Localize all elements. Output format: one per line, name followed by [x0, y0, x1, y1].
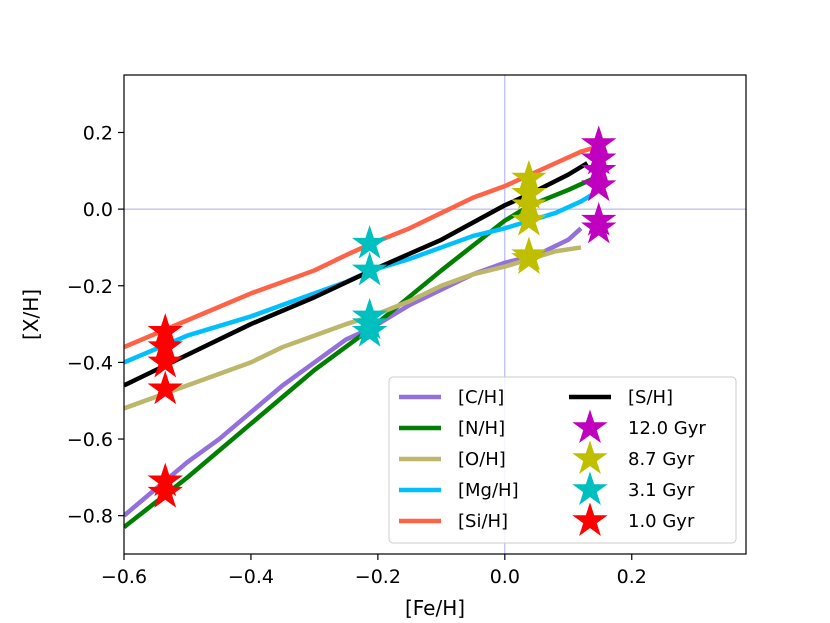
legend-box	[388, 376, 737, 544]
star-marker	[351, 224, 388, 259]
legend-star-icon	[572, 440, 608, 475]
legend-label: [O/H]	[458, 449, 506, 470]
legend-star-icon	[572, 409, 608, 444]
legend-label: [Si/H]	[458, 511, 508, 532]
axis-ticks: −0.6 −0.4 −0.2 0.0 0.2 −0.8 −0.6 −0.4 −0.2 0.0 0.2	[67, 122, 647, 588]
legend-star-icon	[572, 502, 608, 537]
star-marker	[351, 251, 388, 286]
star-marker	[581, 209, 617, 244]
x-tick-label: 0.0	[490, 566, 520, 588]
x-tick-label: −0.2	[355, 566, 401, 588]
legend: [C/H] [N/H] [O/H] [Mg/H] [Si/H] [S/H] 12.0 Gyr…	[388, 376, 737, 544]
legend-label: [S/H]	[628, 387, 673, 408]
series-line	[124, 191, 595, 365]
star-marker	[351, 313, 388, 347]
star-marker	[147, 370, 183, 405]
star-marker	[511, 202, 547, 236]
series-line	[124, 176, 595, 529]
series-line	[124, 145, 595, 350]
y-tick-label: 0.0	[83, 199, 113, 221]
legend-label: 1.0 Gyr	[628, 511, 695, 532]
legend-label: 8.7 Gyr	[628, 449, 695, 470]
marker-layer	[147, 125, 617, 508]
x-tick-label: −0.6	[101, 566, 147, 588]
star-marker	[147, 343, 183, 378]
y-tick-label: 0.2	[83, 122, 113, 144]
plot-frame	[123, 74, 747, 555]
y-tick-label: −0.2	[67, 276, 113, 298]
series-line	[124, 161, 589, 388]
x-axis-label: [Fe/H]	[405, 596, 465, 620]
legend-label: [C/H]	[458, 387, 504, 408]
legend-star-icon	[572, 471, 608, 506]
x-tick-label: −0.4	[228, 566, 274, 588]
y-axis-label: [X/H]	[19, 289, 43, 340]
series-layer	[124, 145, 595, 529]
legend-label: [N/H]	[458, 418, 505, 439]
legend-label: [Mg/H]	[458, 480, 519, 501]
y-tick-label: −0.4	[67, 352, 113, 374]
y-tick-label: −0.6	[67, 429, 113, 451]
legend-label: 3.1 Gyr	[628, 480, 695, 501]
legend-label: 12.0 Gyr	[628, 418, 706, 439]
star-marker	[581, 167, 617, 202]
y-tick-label: −0.8	[67, 506, 113, 528]
star-marker	[147, 474, 183, 508]
x-tick-label: 0.2	[617, 566, 647, 588]
star-marker	[511, 240, 547, 274]
